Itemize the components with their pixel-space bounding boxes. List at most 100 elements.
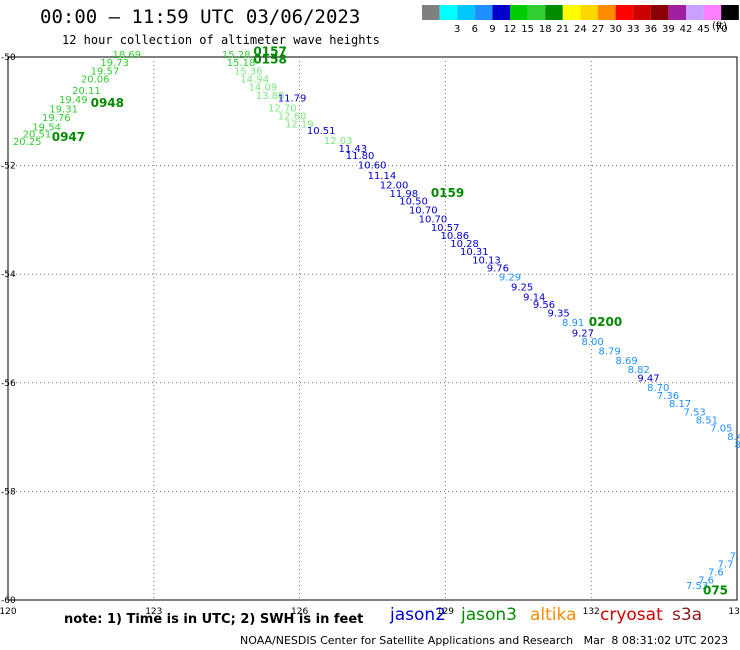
legend-swatch [527, 5, 546, 20]
legend-swatch [580, 5, 598, 20]
lon-tick-label: 132 [583, 607, 600, 617]
legend-label: 70 [715, 24, 728, 35]
lon-tick-label: 135 [728, 607, 740, 617]
satellite-jason3: jason3 [461, 605, 517, 625]
legend-label: 45 [697, 24, 710, 35]
swh-value-label: 11.80 [346, 151, 375, 162]
swh-value-label: 9.14 [523, 292, 545, 303]
swh-value-label: 8.69 [616, 356, 638, 367]
legend-label: 27 [592, 24, 605, 35]
pass-time-label: 0200 [589, 315, 622, 329]
swh-value-label: 10.13 [472, 255, 501, 266]
page-subtitle: 12 hour collection of altimeter wave hei… [62, 33, 380, 47]
swh-value-label: 12.19 [285, 120, 314, 131]
swh-value-label: 10.31 [460, 247, 489, 258]
swh-value-label: 10.28 [450, 239, 479, 250]
swh-value-label: 15.28 [222, 50, 251, 61]
swh-value-label: 19.76 [42, 113, 71, 124]
legend-label: 33 [627, 24, 640, 35]
swh-value-label: 11.98 [390, 189, 419, 200]
lon-tick-label: 126 [291, 607, 308, 617]
swh-value-label: 7.7 [718, 559, 734, 570]
swh-value-label: 12.00 [380, 180, 409, 191]
swh-value-label: 7.53 [684, 407, 706, 418]
swh-value-label: 8.82 [628, 365, 650, 376]
swh-value-label: 15.36 [234, 66, 263, 77]
satellite-cryosat: cryosat [600, 605, 663, 625]
pass-time-label: 0948 [91, 96, 124, 110]
swh-value-label: 18.69 [112, 50, 141, 61]
lat-tick-label: -56 [1, 379, 16, 389]
swh-value-label: 9.56 [533, 300, 555, 311]
swh-value-label: 7.6 [708, 568, 724, 579]
legend-swatch [721, 5, 739, 20]
legend-swatch [703, 5, 722, 20]
swh-value-label: 12.70 [268, 103, 297, 114]
legend-swatch [439, 5, 458, 20]
swh-value-label: 7.53 [686, 581, 708, 592]
legend-swatch [668, 5, 686, 20]
pass-time-label: 075 [703, 584, 728, 598]
swh-value-label: 14.09 [249, 83, 278, 94]
swh-value-label: 7.3 [730, 551, 740, 562]
legend-swatch [457, 5, 475, 20]
swh-value-label: 9.47 [637, 374, 659, 385]
legend-swatch [474, 5, 493, 20]
page-title: 00:00 — 11:59 UTC 03/06/2023 [40, 6, 361, 28]
swh-value-label: 12.60 [278, 111, 307, 122]
legend-label: 6 [472, 24, 478, 35]
swh-value-label: 8.00 [581, 337, 603, 348]
lat-tick-label: -58 [1, 487, 16, 497]
pass-time-label: 0157 [253, 44, 286, 58]
satellite-altika: altika [530, 605, 577, 625]
pass-time-label: 0158 [253, 53, 286, 67]
swh-value-label: 10.70 [409, 205, 438, 216]
swh-value-label: 19.54 [32, 122, 61, 133]
legend-swatch [686, 5, 704, 20]
swh-value-label: 10.51 [307, 126, 336, 137]
swh-value-label: 11.79 [278, 94, 307, 105]
pass-time-label: 0947 [52, 130, 85, 144]
legend-swatch [598, 5, 616, 20]
legend-label: 36 [644, 24, 657, 35]
swh-value-label: 8.51 [696, 416, 718, 427]
legend-label: 18 [539, 24, 552, 35]
lon-tick-label: 129 [437, 607, 454, 617]
satellite-s3a: s3a [672, 605, 703, 625]
swh-value-label: 12.03 [324, 136, 353, 147]
lon-tick-label: 120 [0, 607, 17, 617]
credit-line: NOAA/NESDIS Center for Satellite Applica… [240, 634, 729, 647]
swh-value-label: 8.70 [647, 383, 669, 394]
swh-value-label: 9.76 [487, 263, 509, 274]
swh-value-label: 19.73 [100, 58, 129, 69]
swh-value-label: 20.06 [81, 75, 110, 86]
swh-value-label: 20.51 [23, 129, 52, 140]
satellite-jason2: jason2 [390, 605, 446, 625]
legend-swatch [510, 5, 528, 20]
legend-swatch [615, 5, 634, 20]
legend-label: 30 [609, 24, 622, 35]
legend-label: 24 [574, 24, 587, 35]
swh-value-label: 10.57 [431, 223, 460, 234]
swh-value-label: 9.27 [572, 329, 594, 340]
swh-color-legend: 3 6 9 12 15 18 21 24 27 30 33 36 39 42 45 70 [422, 5, 739, 35]
swh-value-label: 19.31 [49, 104, 78, 115]
legend-label: 42 [680, 24, 693, 35]
swh-value-label: 8.17 [669, 399, 691, 410]
swh-value-label: 8.91 [562, 318, 584, 329]
swh-value-label: 10.60 [358, 160, 387, 171]
footer-note: note: 1) Time is in UTC; 2) SWH is in fe… [64, 612, 364, 627]
swh-value-label: 7.36 [657, 391, 679, 402]
swh-value-label: 10.50 [399, 197, 428, 208]
swh-value-label: 8.49 [727, 432, 740, 443]
swh-value-label: 11.43 [338, 144, 367, 155]
swh-value-label: 8 [735, 440, 740, 451]
legend-swatch [422, 5, 440, 20]
lon-tick-label: 123 [145, 607, 162, 617]
swh-value-label: 19.49 [59, 95, 88, 106]
legend-label: 9 [489, 24, 495, 35]
legend-label: 21 [556, 24, 569, 35]
lat-tick-label: -60 [1, 596, 16, 606]
map-frame [7, 56, 738, 601]
